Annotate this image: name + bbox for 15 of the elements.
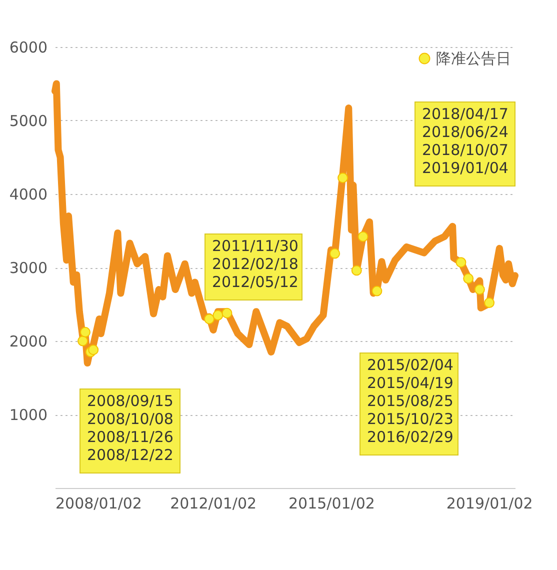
- y-tick-label: 5000: [9, 112, 48, 130]
- x-tick-label: 2012/01/02: [170, 494, 257, 512]
- y-tick-label: 4000: [9, 186, 48, 204]
- annotation: 2015/02/04 2015/04/19 2015/08/25 2015/10/23 2016/02/29: [367, 356, 454, 446]
- x-tick-label: 2015/01/02: [288, 494, 375, 512]
- annotation: 2008/09/15 2008/10/08 2008/11/26 2008/12/22: [87, 392, 174, 464]
- y-tick-label: 1000: [9, 406, 48, 424]
- annotation: 2018/04/17 2018/06/24 2018/10/07 2019/01/04: [422, 105, 508, 177]
- y-tick-label: 6000: [9, 38, 48, 56]
- x-tick-label: 2008/01/02: [56, 494, 142, 512]
- x-tick-label: 2019/01/02: [446, 494, 533, 512]
- annotation: 2011/11/30 2012/02/18 2012/05/12: [212, 237, 298, 291]
- y-tick-label: 3000: [9, 259, 48, 277]
- legend-label: 降准公告日: [436, 50, 511, 68]
- y-tick-label: 2000: [9, 332, 48, 350]
